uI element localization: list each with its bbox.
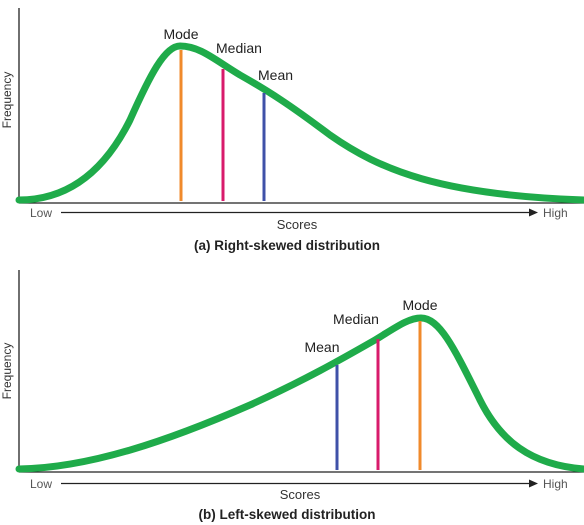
caption: (b) Left-skewed distribution	[199, 507, 376, 522]
x-low-label: Low	[30, 477, 52, 491]
panel-left-skewed: Frequency Mean Median Mode Low High Scor…	[0, 270, 584, 522]
x-low-label: Low	[30, 206, 52, 220]
y-axis-label: Frequency	[0, 72, 14, 129]
x-axis-label: Scores	[277, 217, 318, 232]
mean-label: Mean	[304, 339, 339, 355]
median-label: Median	[333, 311, 379, 327]
mode-label: Mode	[402, 297, 437, 313]
scores-arrow-head	[529, 208, 538, 217]
x-high-label: High	[543, 477, 568, 491]
mode-label: Mode	[163, 26, 198, 42]
mean-label: Mean	[258, 67, 293, 83]
panel-right-skewed: Frequency Mode Median Mean Low High Scor…	[0, 8, 584, 253]
distribution-curve	[15, 42, 584, 204]
scores-arrow-head	[529, 479, 538, 488]
x-axis-label: Scores	[280, 487, 321, 502]
caption: (a) Right-skewed distribution	[194, 238, 380, 253]
distribution-curve	[15, 314, 584, 473]
y-axis-label: Frequency	[0, 343, 14, 400]
median-label: Median	[216, 40, 262, 56]
x-high-label: High	[543, 206, 568, 220]
